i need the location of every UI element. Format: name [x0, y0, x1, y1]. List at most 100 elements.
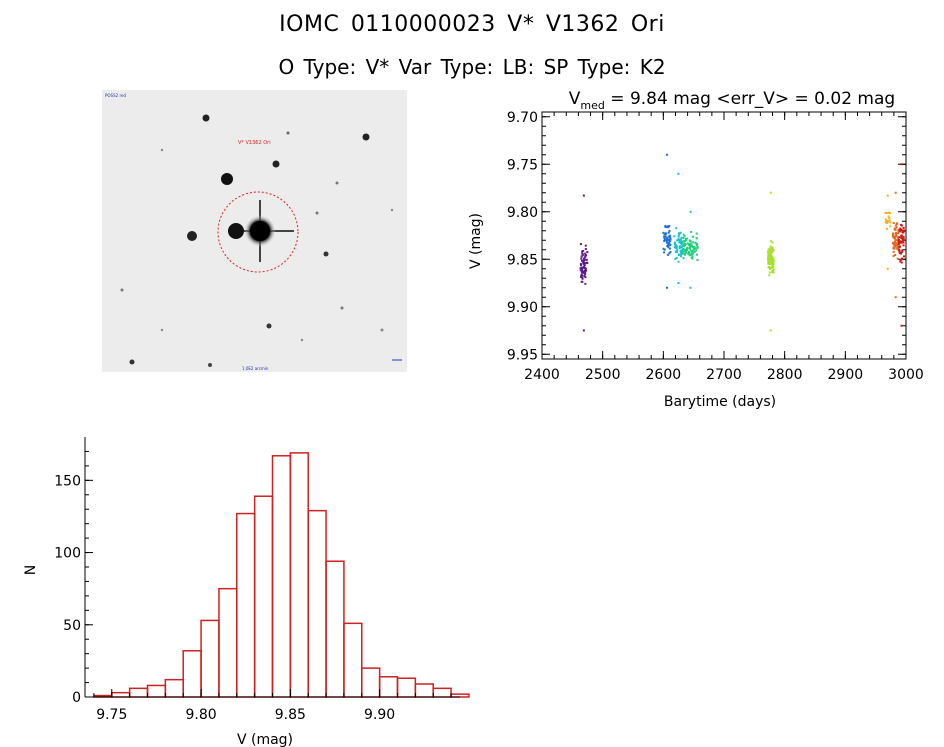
data-point	[888, 219, 891, 222]
data-point	[694, 247, 697, 250]
data-point	[900, 228, 903, 231]
x-tick-label: 3000	[888, 367, 924, 383]
data-point	[664, 225, 667, 228]
data-point	[894, 243, 897, 246]
y-tick-label: 9.70	[507, 110, 538, 126]
data-point	[902, 231, 905, 234]
data-point	[894, 224, 897, 227]
data-point	[664, 238, 667, 241]
data-point	[768, 250, 771, 253]
data-point	[663, 236, 666, 239]
histogram-bar	[378, 676, 399, 698]
data-point	[767, 266, 770, 269]
data-point	[769, 250, 772, 253]
data-point	[885, 221, 888, 224]
data-point	[900, 258, 903, 261]
data-point	[682, 233, 685, 236]
star	[187, 231, 197, 241]
data-point	[677, 235, 680, 238]
data-point	[692, 246, 695, 249]
y-axis-label: V (mag)	[468, 213, 484, 269]
data-point	[687, 250, 690, 253]
data-point	[674, 257, 677, 260]
data-point	[886, 211, 889, 214]
data-point	[581, 254, 584, 257]
data-point	[772, 261, 775, 264]
data-point	[682, 247, 685, 250]
data-point	[771, 265, 774, 268]
data-point	[685, 238, 688, 241]
data-point	[696, 246, 699, 249]
histogram-bar	[432, 687, 452, 698]
data-point	[693, 248, 696, 251]
star	[300, 338, 304, 342]
data-point	[669, 251, 672, 254]
data-point	[690, 230, 693, 233]
data-point	[767, 248, 770, 251]
data-point	[900, 223, 903, 226]
data-point	[695, 237, 698, 240]
data-point	[675, 245, 678, 248]
data-point	[899, 260, 902, 263]
data-point	[662, 247, 665, 250]
data-point	[677, 232, 680, 235]
star	[266, 323, 272, 329]
data-point	[582, 194, 585, 197]
data-point	[770, 258, 773, 261]
data-point	[771, 248, 774, 251]
data-point	[679, 249, 682, 252]
data-point	[579, 275, 582, 278]
data-point	[584, 276, 587, 279]
data-point	[584, 244, 587, 247]
data-point	[666, 236, 669, 239]
data-point	[884, 218, 887, 221]
data-point	[581, 259, 584, 262]
data-point	[677, 282, 680, 284]
target-circle	[217, 191, 299, 273]
data-point	[898, 236, 901, 239]
data-point	[903, 230, 906, 233]
star	[228, 223, 244, 239]
data-point	[900, 163, 903, 166]
data-point	[665, 239, 668, 242]
data-point	[898, 248, 901, 251]
sky-image-svg: V* V1362 Ori POSS2 red 1.0E2 arcmin	[105, 93, 402, 371]
x-tick-label: 9.75	[96, 707, 127, 723]
star	[335, 181, 339, 185]
data-point	[886, 219, 889, 222]
data-point	[584, 247, 587, 250]
data-point	[901, 237, 904, 240]
data-point	[769, 240, 772, 243]
data-point	[894, 245, 897, 248]
data-point	[900, 241, 903, 244]
star	[129, 359, 135, 365]
data-point	[691, 257, 694, 260]
data-point	[886, 194, 889, 197]
data-point	[893, 247, 896, 250]
histogram-chart: 9.75 9.80 9.85 9.90 0 50 100 150 V (mag) N	[23, 437, 470, 747]
data-point	[662, 231, 665, 234]
data-point	[889, 221, 892, 224]
data-point	[892, 246, 895, 249]
data-point	[903, 255, 906, 258]
data-point	[579, 263, 582, 266]
data-point	[580, 257, 583, 260]
data-point	[768, 267, 771, 270]
data-point	[581, 280, 584, 283]
data-point	[677, 254, 680, 257]
data-point	[769, 245, 772, 248]
data-point	[669, 238, 672, 241]
data-point	[896, 222, 899, 225]
data-point	[683, 252, 686, 255]
histogram-bar	[200, 619, 220, 698]
data-point	[675, 246, 678, 249]
data-point	[581, 277, 584, 280]
star	[202, 114, 210, 122]
y-tick-label: 0	[72, 690, 81, 706]
data-point	[677, 172, 680, 175]
data-point	[667, 231, 670, 234]
data-point	[690, 252, 693, 255]
data-point	[688, 239, 691, 242]
data-point	[772, 263, 775, 266]
y-tick-label: 9.95	[507, 347, 538, 363]
